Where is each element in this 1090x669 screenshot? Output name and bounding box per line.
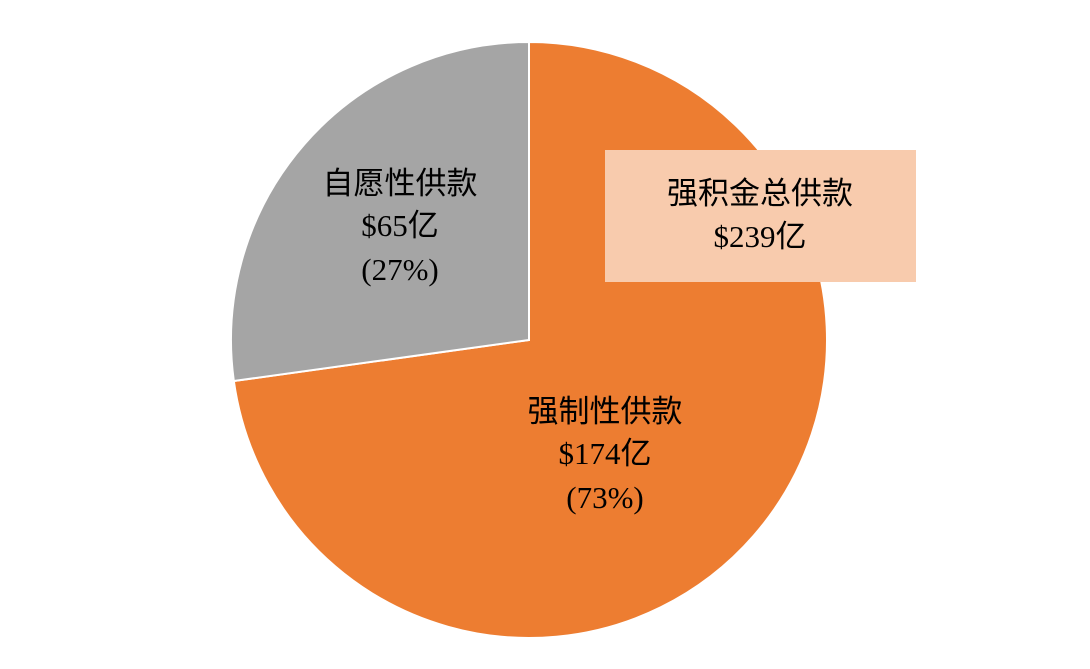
slice-value: $174亿 [559, 436, 652, 471]
slice-percent: (73%) [566, 480, 643, 515]
total-title: 强积金总供款 [667, 176, 853, 211]
total-box [605, 150, 916, 282]
pie-slice [230, 40, 530, 383]
slice-percent: (27%) [361, 252, 438, 287]
slice-category: 强制性供款 [528, 394, 683, 429]
slice-category: 自愿性供款 [323, 166, 478, 201]
total-value: $239亿 [714, 219, 807, 254]
slice-value: $65亿 [361, 208, 439, 243]
